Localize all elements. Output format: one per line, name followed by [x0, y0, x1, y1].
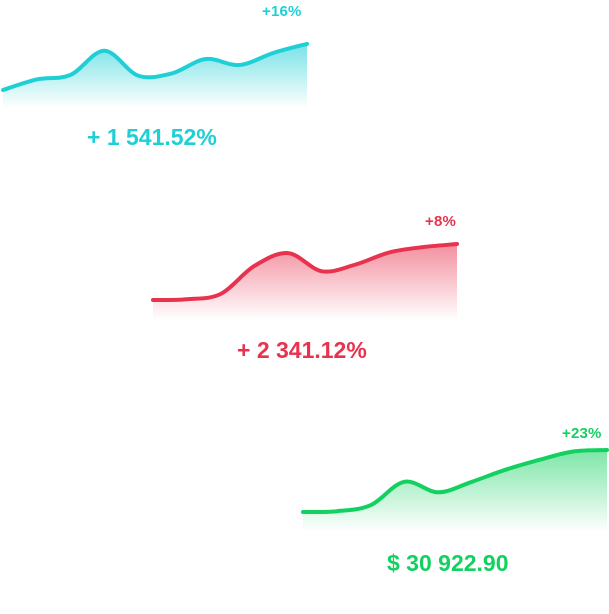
- sparkline-line: [1, 41, 309, 92]
- change-badge: +8%: [425, 213, 457, 230]
- metric-widget-red: +8% + 2 341.12%: [150, 212, 460, 402]
- sparkline-area: [3, 43, 307, 108]
- sparkline-chart: [151, 242, 459, 320]
- sparkline-line: [151, 242, 459, 302]
- metric-value: + 2 341.12%: [237, 337, 367, 363]
- sparkline-line: [301, 448, 609, 515]
- sparkline-area: [153, 244, 457, 320]
- metric-widget-green: +23% $ 30 922.90: [300, 424, 609, 614]
- metric-widget-cyan: +16% + 1 541.52%: [0, 0, 310, 190]
- change-badge: +23%: [562, 425, 602, 442]
- change-badge: +16%: [262, 3, 302, 20]
- sparkline-area: [303, 450, 607, 532]
- sparkline-chart: [1, 41, 309, 108]
- metric-value: + 1 541.52%: [87, 124, 217, 150]
- sparkline-chart: [301, 448, 609, 532]
- metric-value: $ 30 922.90: [387, 550, 509, 576]
